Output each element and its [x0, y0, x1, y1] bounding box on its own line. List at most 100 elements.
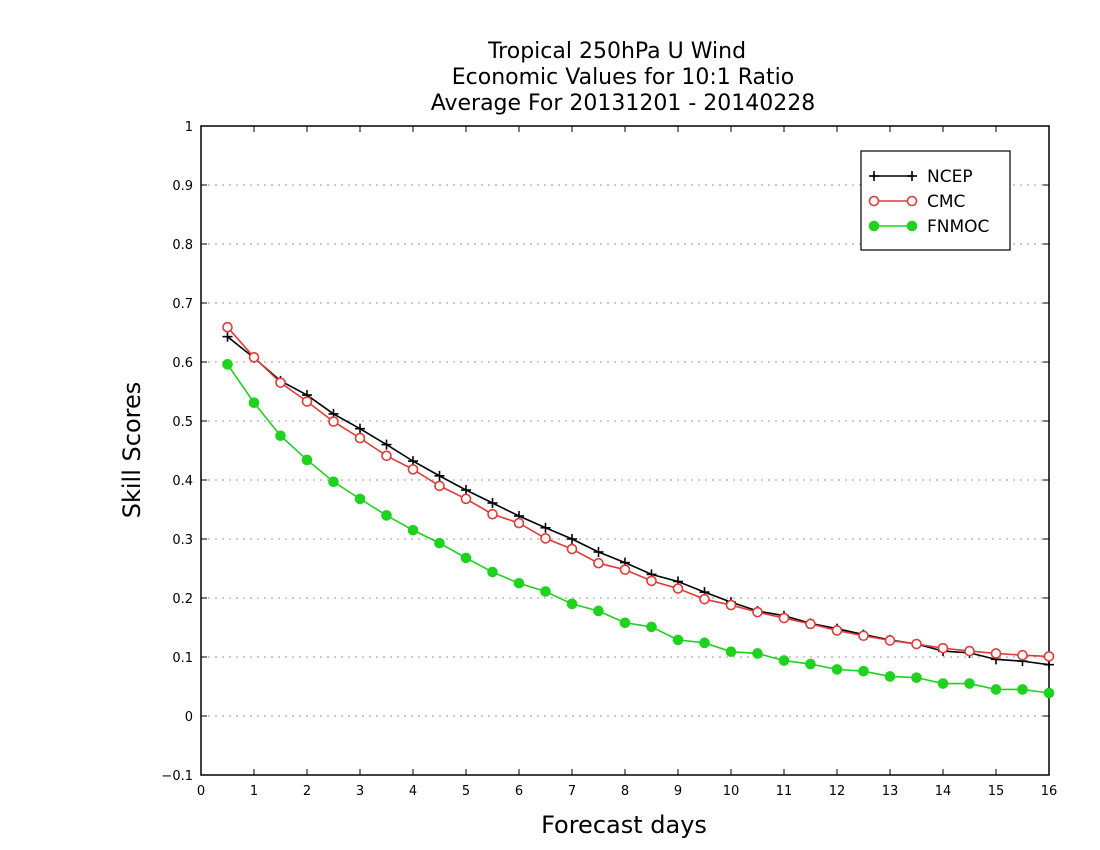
data-point-cmc — [248, 351, 260, 363]
legend-item-cmc: CMC — [868, 192, 965, 212]
axis-ticks: −0.100.10.20.30.40.50.60.70.80.910 1 2 3 4 5 6… — [161, 120, 1057, 799]
data-point-fnmoc — [301, 454, 313, 466]
data-point-cmc — [222, 321, 233, 333]
data-point-ncep — [355, 423, 365, 434]
y-tick-label: 0.6 — [172, 356, 193, 371]
data-point-fnmoc — [725, 646, 737, 657]
data-point-fnmoc — [619, 617, 631, 629]
x-tick-label: 9 — [674, 784, 682, 799]
series-cmc — [222, 321, 1055, 662]
data-point-fnmoc — [513, 577, 525, 589]
data-point-fnmoc — [911, 672, 922, 683]
y-tick-label: 0.4 — [172, 474, 193, 489]
legend: NCEP CMC FNMOC — [860, 150, 1011, 251]
legend-marker-cmc — [868, 195, 880, 207]
data-point-fnmoc — [328, 476, 339, 488]
chart-title-line-1: Tropical 250hPa U Wind — [487, 39, 746, 64]
x-tick-label: 6 — [515, 784, 523, 799]
data-point-fnmoc — [858, 665, 869, 677]
y-tick-label: 0.9 — [172, 179, 193, 194]
data-point-fnmoc — [672, 634, 684, 646]
data-point-ncep — [222, 331, 233, 342]
y-axis-label: Skill Scores — [118, 382, 146, 519]
data-point-fnmoc — [937, 678, 949, 689]
legend-marker-fnmoc — [906, 220, 918, 232]
data-point-fnmoc — [407, 524, 419, 536]
data-point-fnmoc — [434, 537, 445, 549]
series-fnmoc — [222, 359, 1055, 699]
data-point-cmc — [778, 612, 790, 624]
legend-label-ncep: NCEP — [927, 167, 973, 187]
legend-marker-cmc — [906, 195, 918, 207]
data-point-cmc — [805, 618, 816, 630]
y-tick-label: 0.1 — [172, 651, 193, 666]
chart-title-line-3: Average For 20131201 - 20140228 — [431, 91, 816, 116]
data-point-cmc — [275, 377, 286, 388]
y-tick-label: 0.8 — [172, 238, 193, 253]
data-point-cmc — [699, 593, 710, 605]
data-point-cmc — [381, 450, 392, 462]
data-point-cmc — [884, 635, 896, 646]
x-tick-label: 11 — [776, 784, 793, 799]
data-point-fnmoc — [1043, 687, 1055, 699]
data-point-fnmoc — [540, 586, 551, 597]
y-tick-label: 0.5 — [172, 415, 193, 430]
data-point-fnmoc — [381, 510, 392, 521]
data-point-ncep — [593, 546, 604, 557]
legend-label-fnmoc: FNMOC — [927, 217, 989, 237]
y-tick-label: 0.3 — [172, 533, 193, 548]
data-point-cmc — [1043, 651, 1055, 662]
data-point-fnmoc — [1017, 684, 1028, 695]
legend-item-ncep: NCEP — [869, 167, 973, 187]
data-point-cmc — [487, 508, 498, 520]
data-point-fnmoc — [778, 655, 790, 666]
data-point-ncep — [487, 498, 498, 509]
data-point-cmc — [911, 638, 922, 650]
data-point-ncep — [461, 485, 471, 496]
data-point-fnmoc — [964, 678, 975, 689]
data-point-ncep — [567, 534, 577, 544]
data-point-cmc — [619, 564, 631, 575]
data-point-cmc — [752, 606, 763, 618]
data-point-cmc — [434, 480, 445, 492]
data-point-fnmoc — [831, 664, 843, 675]
x-tick-label: 1 — [250, 784, 258, 799]
data-point-cmc — [328, 416, 339, 427]
y-tick-label: 0.2 — [172, 592, 193, 607]
x-tick-label: 14 — [935, 784, 952, 799]
data-point-cmc — [964, 645, 975, 657]
data-point-cmc — [354, 432, 366, 444]
x-tick-label: 4 — [409, 784, 417, 799]
x-tick-label: 12 — [829, 784, 846, 799]
data-point-fnmoc — [354, 493, 366, 505]
data-point-cmc — [858, 630, 869, 642]
legend-marker-ncep — [907, 171, 917, 181]
data-point-cmc — [1017, 649, 1028, 661]
legend-marker-fnmoc — [868, 220, 880, 232]
data-point-cmc — [725, 599, 737, 611]
series-layer — [222, 321, 1055, 699]
data-point-cmc — [540, 533, 551, 544]
data-point-fnmoc — [275, 430, 286, 442]
data-point-fnmoc — [990, 684, 1002, 695]
data-point-fnmoc — [487, 566, 498, 578]
data-point-ncep — [381, 439, 392, 450]
x-tick-label: 10 — [723, 784, 740, 799]
data-point-cmc — [937, 642, 949, 654]
data-point-fnmoc — [593, 605, 604, 617]
data-point-cmc — [646, 575, 657, 587]
x-tick-label: 13 — [882, 784, 899, 799]
data-point-cmc — [460, 493, 472, 505]
y-tick-label: 0.7 — [172, 297, 193, 312]
y-tick-label: −0.1 — [161, 769, 193, 784]
data-point-ncep — [540, 522, 551, 533]
data-point-cmc — [831, 625, 843, 636]
data-point-cmc — [566, 543, 578, 555]
data-point-cmc — [990, 648, 1002, 659]
x-tick-label: 3 — [356, 784, 364, 799]
data-point-ncep — [434, 470, 445, 481]
x-tick-label: 2 — [303, 784, 311, 799]
data-point-fnmoc — [699, 637, 710, 649]
